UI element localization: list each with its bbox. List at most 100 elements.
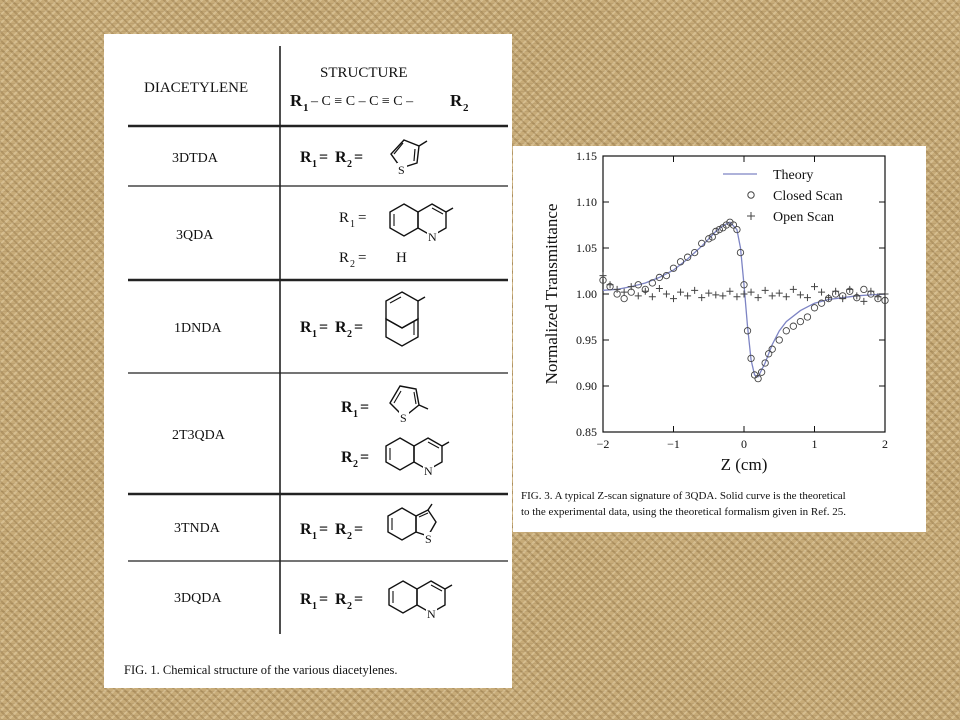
open-scan-point	[613, 285, 621, 293]
y-tick-label: 0.85	[576, 425, 597, 439]
svg-text:R: R	[341, 399, 353, 416]
svg-text:N: N	[424, 464, 433, 478]
open-scan-series-layer	[599, 272, 889, 305]
svg-text:2: 2	[347, 159, 352, 170]
closed-scan-point	[761, 359, 769, 367]
closed-scan-point	[705, 235, 713, 243]
closed-scan-point	[757, 368, 766, 376]
open-scan-point	[853, 292, 861, 300]
y-tick-label: 1.00	[576, 287, 597, 301]
svg-text:=: =	[358, 210, 366, 226]
open-scan-point	[599, 272, 607, 280]
axes-layer: −2 −1 0 1 2 0.85 0.90 0.95 1.00 1.05 1.10 1.15 Z (cm…	[542, 149, 888, 474]
table-row: 3DTDA R 1 = R 2 = S	[172, 139, 428, 177]
y-tick-label: 1.05	[576, 241, 597, 255]
closed-scan-point	[754, 374, 762, 383]
open-scan-point	[768, 292, 776, 300]
header-diacetylene: DIACETYLENE	[144, 80, 248, 96]
svg-text:=: =	[360, 399, 369, 416]
svg-text:2: 2	[353, 459, 358, 470]
open-scan-point	[832, 287, 840, 295]
compound-name: 3DQDA	[174, 591, 222, 606]
svg-text:=: =	[354, 591, 363, 608]
header-structure: STRUCTURE	[320, 65, 408, 81]
open-scan-point	[698, 294, 706, 302]
svg-text:=: =	[319, 149, 328, 166]
svg-text:=: =	[319, 591, 328, 608]
open-scan-point	[634, 292, 642, 300]
svg-text:S: S	[425, 532, 432, 546]
svg-text:1: 1	[312, 531, 317, 542]
svg-text:=: =	[354, 319, 363, 336]
open-scan-point	[606, 281, 614, 289]
svg-text:R: R	[300, 521, 312, 538]
svg-text:1: 1	[312, 601, 317, 612]
compound-name: 2T3QDA	[172, 428, 226, 443]
formula-r1: R	[290, 91, 303, 110]
svg-text:=: =	[319, 521, 328, 538]
naphthalene-structure-icon	[385, 291, 426, 347]
theory-curve	[602, 221, 886, 378]
x-tick-label: 1	[812, 437, 818, 451]
closed-scan-point	[817, 299, 826, 307]
closed-scan-point	[634, 281, 642, 289]
x-tick-label: 0	[741, 437, 747, 451]
closed-scan-point	[715, 225, 723, 234]
svg-text:R: R	[300, 319, 312, 336]
zscan-chart: −2 −1 0 1 2 0.85 0.90 0.95 1.00 1.05 1.10 1.15 Z (cm…	[542, 149, 889, 474]
substituent-label: R 1 =	[341, 399, 369, 420]
svg-text:R: R	[335, 149, 347, 166]
closed-scan-point	[796, 317, 805, 326]
quinoline-structure-icon: N	[389, 203, 454, 244]
open-scan-point	[782, 293, 790, 301]
open-scan-point	[712, 291, 720, 299]
y-tick-label: 0.90	[576, 379, 597, 393]
table-row: 3QDA R 1 = N R 2 = H	[176, 203, 454, 270]
open-scan-point	[726, 287, 734, 295]
svg-text:R: R	[300, 149, 312, 166]
substituent-label: R 2 =	[341, 449, 369, 470]
open-scan-point	[740, 290, 748, 298]
open-scan-point	[803, 294, 811, 302]
fig1-table-panel: DIACETYLENE STRUCTURE R 1 – C ≡ C – C ≡ …	[104, 34, 512, 688]
svg-text:2: 2	[350, 259, 355, 270]
open-scan-point	[761, 286, 769, 294]
open-scan-point	[789, 285, 797, 293]
open-scan-point	[662, 290, 670, 298]
closed-scan-point	[620, 294, 628, 303]
formula-backbone: – C ≡ C – C ≡ C –	[310, 94, 414, 109]
general-formula: R 1 – C ≡ C – C ≡ C – R 2	[290, 91, 469, 114]
legend-closed-circle-icon	[747, 191, 755, 199]
open-scan-point	[867, 287, 875, 295]
formula-r2-sub: 2	[463, 102, 469, 114]
substituent-label: R 2 =	[339, 250, 366, 270]
open-scan-point	[691, 286, 699, 294]
table-row: 1DNDA R 1 = R 2 =	[174, 291, 426, 347]
open-scan-point	[874, 293, 882, 301]
compound-name: 3DTDA	[172, 151, 219, 166]
svg-text:1: 1	[350, 219, 355, 230]
y-tick-label: 1.15	[576, 149, 597, 163]
benzothiophene-structure-icon: S	[387, 503, 437, 546]
open-scan-point	[811, 283, 818, 291]
svg-text:=: =	[358, 250, 366, 266]
substituent-label: R 1 = R 2 =	[300, 149, 363, 170]
svg-text:2: 2	[347, 329, 352, 340]
closed-scan-point	[648, 279, 657, 287]
closed-scan-point	[768, 345, 776, 353]
table-row: 2T3QDA R 1 = S R 2 =	[172, 385, 450, 478]
fig3-caption-line1: FIG. 3. A typical Z-scan signature of 3Q…	[521, 490, 846, 502]
closed-scan-point	[698, 239, 706, 248]
closed-scan-point	[736, 248, 745, 257]
open-scan-point	[684, 292, 692, 300]
quinoline-structure-icon: N	[385, 437, 450, 478]
x-tick-label: −2	[597, 437, 610, 451]
svg-text:=: =	[360, 449, 369, 466]
closed-scan-point	[740, 281, 748, 289]
open-scan-point	[860, 297, 868, 305]
quinoline-structure-icon: N	[388, 580, 453, 621]
fig1-caption: FIG. 1. Chemical structure of the variou…	[124, 663, 398, 677]
substituent-label: R 1 = R 2 =	[300, 591, 363, 612]
compound-name: 1DNDA	[174, 321, 222, 336]
